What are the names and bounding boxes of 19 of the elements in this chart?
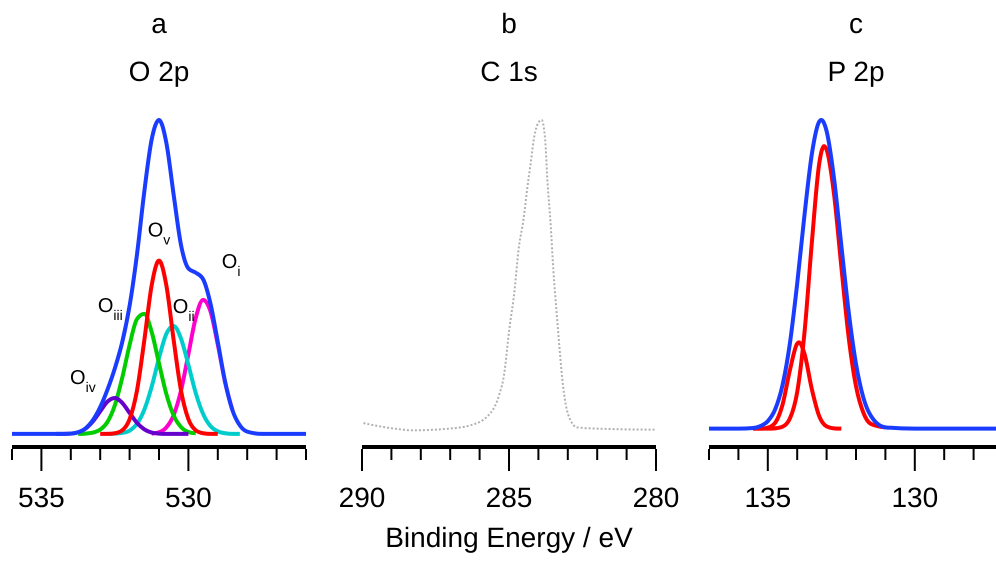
x-tick-label: 285	[486, 482, 532, 513]
x-tick-label: 290	[338, 482, 386, 513]
chart-subtitle: O 2p	[128, 56, 190, 88]
x-tick-label: 535	[18, 482, 65, 513]
chart-title: c	[848, 8, 864, 40]
series-label: O$_{ii}$	[172, 296, 195, 324]
series-label: O$_{iv}$	[70, 366, 96, 395]
x-tick-label: 280	[632, 482, 680, 513]
x-axis-title: Binding Energy / eV	[384, 522, 634, 554]
x-tick-label: 130	[891, 482, 938, 513]
chart-subtitle: P 2p	[826, 56, 886, 88]
series-label: O$_{i}$	[222, 250, 240, 279]
series-label: O$_{v}$	[148, 220, 170, 248]
x-tick-label: 530	[165, 482, 212, 513]
chart-subtitle: C 1s	[479, 56, 539, 88]
series-label: O$_{iii}$	[98, 294, 123, 323]
chart-title: a	[150, 8, 168, 40]
x-tick-label: 135	[744, 482, 792, 513]
chart-title: b	[500, 8, 518, 40]
